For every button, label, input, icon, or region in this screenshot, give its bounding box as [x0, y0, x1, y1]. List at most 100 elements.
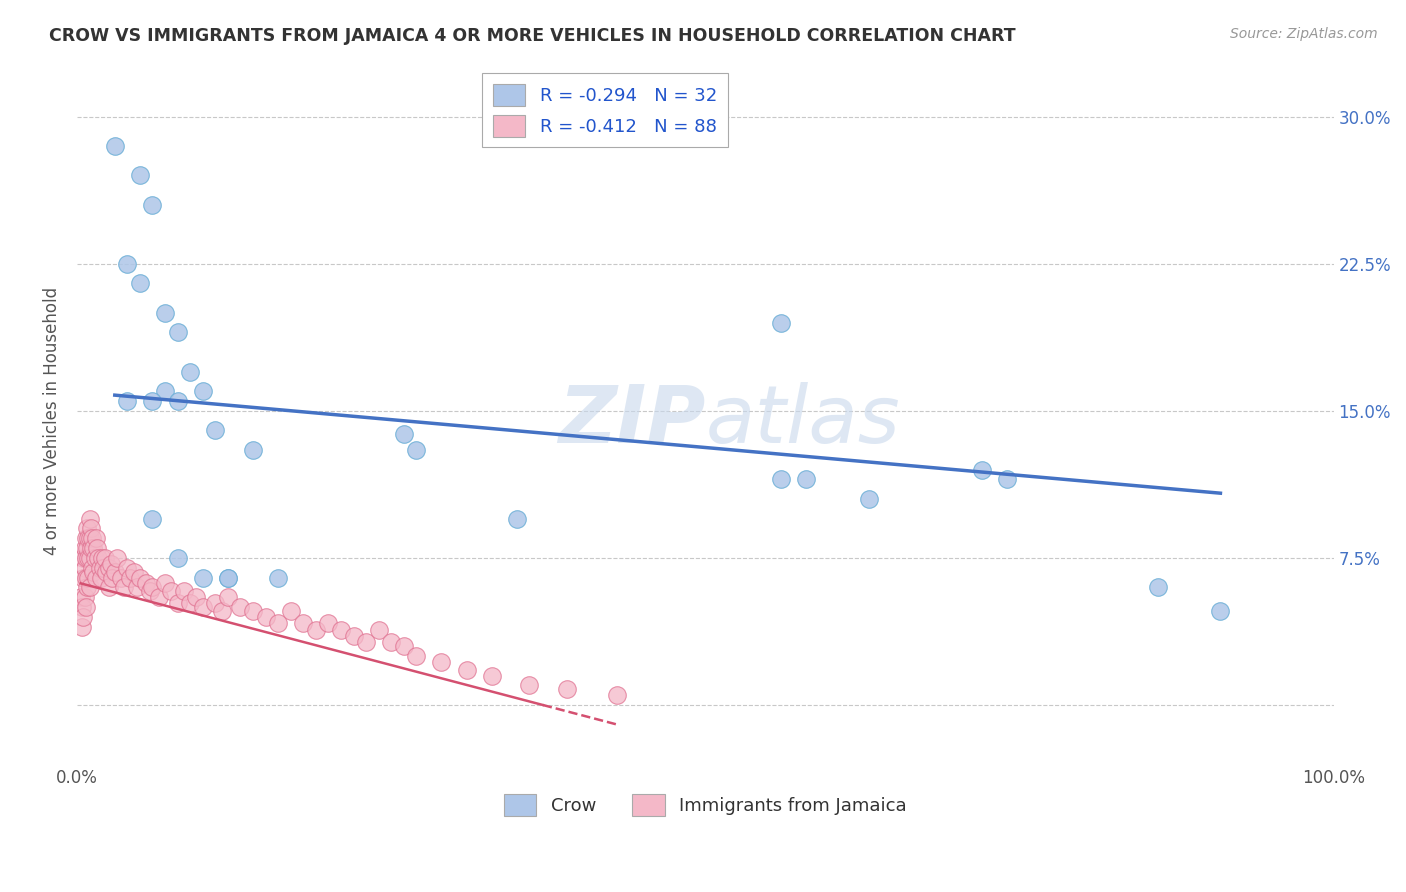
Point	[97, 580, 120, 594]
Point	[79, 580, 101, 594]
Point	[166, 550, 188, 565]
Point	[160, 584, 183, 599]
Point	[77, 550, 100, 565]
Point	[104, 139, 127, 153]
Point	[75, 550, 97, 565]
Point	[127, 580, 149, 594]
Point	[141, 580, 163, 594]
Point	[858, 492, 880, 507]
Point	[519, 678, 541, 692]
Point	[141, 394, 163, 409]
Point	[87, 550, 110, 565]
Point	[229, 599, 252, 614]
Point	[93, 550, 115, 565]
Point	[118, 570, 141, 584]
Text: atlas: atlas	[706, 382, 900, 459]
Point	[305, 624, 328, 638]
Point	[173, 584, 195, 599]
Point	[166, 326, 188, 340]
Point	[117, 257, 139, 271]
Point	[129, 277, 152, 291]
Point	[204, 424, 226, 438]
Point	[73, 590, 96, 604]
Point	[405, 648, 427, 663]
Point	[1146, 580, 1168, 594]
Point	[405, 443, 427, 458]
Point	[135, 576, 157, 591]
Point	[153, 306, 176, 320]
Point	[90, 570, 112, 584]
Point	[392, 639, 415, 653]
Point	[506, 511, 529, 525]
Point	[70, 619, 93, 633]
Point	[83, 550, 105, 565]
Point	[166, 394, 188, 409]
Y-axis label: 4 or more Vehicles in Household: 4 or more Vehicles in Household	[44, 286, 60, 555]
Point	[139, 584, 162, 599]
Point	[75, 531, 97, 545]
Point	[91, 550, 114, 565]
Point	[481, 668, 503, 682]
Point	[112, 580, 135, 594]
Text: Source: ZipAtlas.com: Source: ZipAtlas.com	[1230, 27, 1378, 41]
Point	[100, 557, 122, 571]
Point	[105, 550, 128, 565]
Point	[82, 541, 104, 555]
Point	[76, 541, 98, 555]
Legend: Crow, Immigrants from Jamaica: Crow, Immigrants from Jamaica	[496, 787, 914, 823]
Point	[769, 473, 792, 487]
Point	[141, 511, 163, 525]
Point	[84, 570, 107, 584]
Point	[267, 570, 290, 584]
Point	[79, 531, 101, 545]
Point	[217, 590, 239, 604]
Point	[1209, 604, 1232, 618]
Point	[77, 570, 100, 584]
Point	[84, 531, 107, 545]
Point	[79, 550, 101, 565]
Point	[89, 560, 111, 574]
Point	[72, 570, 94, 584]
Point	[82, 565, 104, 579]
Point	[204, 596, 226, 610]
Point	[211, 604, 233, 618]
Point	[456, 663, 478, 677]
Point	[329, 624, 352, 638]
Point	[148, 590, 170, 604]
Point	[129, 570, 152, 584]
Point	[430, 655, 453, 669]
Point	[606, 688, 628, 702]
Point	[122, 565, 145, 579]
Point	[93, 560, 115, 574]
Point	[242, 604, 264, 618]
Point	[70, 590, 93, 604]
Point	[73, 560, 96, 574]
Point	[94, 565, 117, 579]
Point	[179, 365, 201, 379]
Point	[117, 394, 139, 409]
Point	[392, 427, 415, 442]
Point	[82, 560, 104, 574]
Point	[153, 384, 176, 399]
Point	[110, 570, 132, 584]
Point	[79, 511, 101, 525]
Point	[995, 473, 1018, 487]
Point	[318, 615, 340, 630]
Point	[342, 629, 364, 643]
Point	[217, 570, 239, 584]
Point	[186, 590, 208, 604]
Point	[141, 198, 163, 212]
Point	[80, 521, 103, 535]
Point	[254, 609, 277, 624]
Point	[97, 560, 120, 574]
Text: CROW VS IMMIGRANTS FROM JAMAICA 4 OR MORE VEHICLES IN HOUSEHOLD CORRELATION CHAR: CROW VS IMMIGRANTS FROM JAMAICA 4 OR MOR…	[49, 27, 1015, 45]
Point	[217, 570, 239, 584]
Point	[73, 541, 96, 555]
Point	[242, 443, 264, 458]
Point	[166, 596, 188, 610]
Point	[292, 615, 315, 630]
Point	[76, 521, 98, 535]
Point	[76, 580, 98, 594]
Point	[280, 604, 302, 618]
Point	[86, 541, 108, 555]
